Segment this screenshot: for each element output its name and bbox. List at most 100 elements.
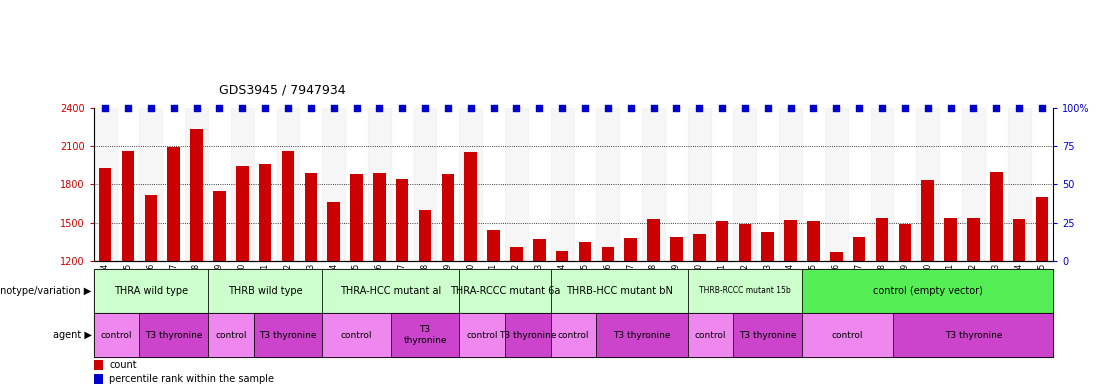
Bar [1036,197,1048,261]
Bar [464,152,476,261]
Bar [853,237,866,261]
Point [987,104,1005,111]
Text: count: count [109,360,137,370]
Text: control: control [215,331,247,339]
Bar [944,218,956,261]
Point [439,104,457,111]
Point [507,104,525,111]
Bar [601,247,614,261]
Bar [511,247,523,261]
Bar [368,108,390,261]
Bar [459,269,550,313]
Bar [917,108,939,261]
Point [622,104,640,111]
Bar [139,108,162,261]
Text: control: control [467,331,497,339]
Point [416,104,433,111]
Bar [231,108,254,261]
Point [874,104,891,111]
Bar [688,269,802,313]
Bar [807,222,820,261]
Bar [441,174,454,261]
Bar [870,108,893,261]
Bar [733,108,757,261]
Bar [208,269,322,313]
Text: control: control [558,331,589,339]
Bar [304,173,317,261]
Bar [185,108,208,261]
Bar [761,232,774,261]
Bar [277,108,299,261]
Bar [281,151,295,261]
Point [279,104,297,111]
Bar [208,313,254,357]
Bar [259,164,271,261]
Point [1010,104,1028,111]
Bar [693,234,706,261]
Point [576,104,593,111]
Bar [99,168,111,261]
Text: THRB wild type: THRB wild type [228,286,302,296]
Text: T3 thyronine: T3 thyronine [259,331,317,339]
Bar [139,313,208,357]
Point [256,104,274,111]
Point [234,104,251,111]
Text: control: control [695,331,727,339]
Bar [144,195,157,261]
Bar [671,237,683,261]
Text: percentile rank within the sample: percentile rank within the sample [109,374,275,384]
Text: THRA wild type: THRA wild type [114,286,188,296]
Bar [121,151,135,261]
Point [1034,104,1051,111]
Bar [802,313,893,357]
Bar [739,224,751,261]
Point [324,104,342,111]
Bar [624,238,636,261]
Bar [990,172,1003,261]
Point [782,104,800,111]
Point [96,104,114,111]
Bar [597,108,619,261]
Point [714,104,731,111]
Point [942,104,960,111]
Point [211,104,228,111]
Bar [94,374,104,384]
Point [554,104,571,111]
Bar [1008,108,1030,261]
Bar [893,313,1053,357]
Text: GDS3945 / 7947934: GDS3945 / 7947934 [218,84,345,97]
Text: THRA-HCC mutant al: THRA-HCC mutant al [340,286,441,296]
Bar [488,230,500,261]
Point [484,104,502,111]
Bar [967,218,979,261]
Bar [390,313,459,357]
Bar [322,108,345,261]
Bar [642,108,665,261]
Point [850,104,868,111]
Bar [779,108,802,261]
Text: THRB-HCC mutant bN: THRB-HCC mutant bN [566,286,673,296]
Bar [899,224,911,261]
Text: T3 thyronine: T3 thyronine [144,331,203,339]
Point [119,104,137,111]
Bar [802,269,1053,313]
Point [667,104,685,111]
Bar [459,108,482,261]
Text: T3 thyronine: T3 thyronine [739,331,796,339]
Bar [688,313,733,357]
Bar [396,179,408,261]
Point [371,104,388,111]
Text: agent ▶: agent ▶ [53,330,92,340]
Bar [373,173,386,261]
Bar [550,313,597,357]
Text: genotype/variation ▶: genotype/variation ▶ [0,286,92,296]
Bar [1013,219,1026,261]
Point [736,104,753,111]
Bar [825,108,848,261]
Point [644,104,662,111]
Bar [414,108,437,261]
Bar [716,222,728,261]
Bar [505,313,550,357]
Bar [191,129,203,261]
Point [462,104,480,111]
